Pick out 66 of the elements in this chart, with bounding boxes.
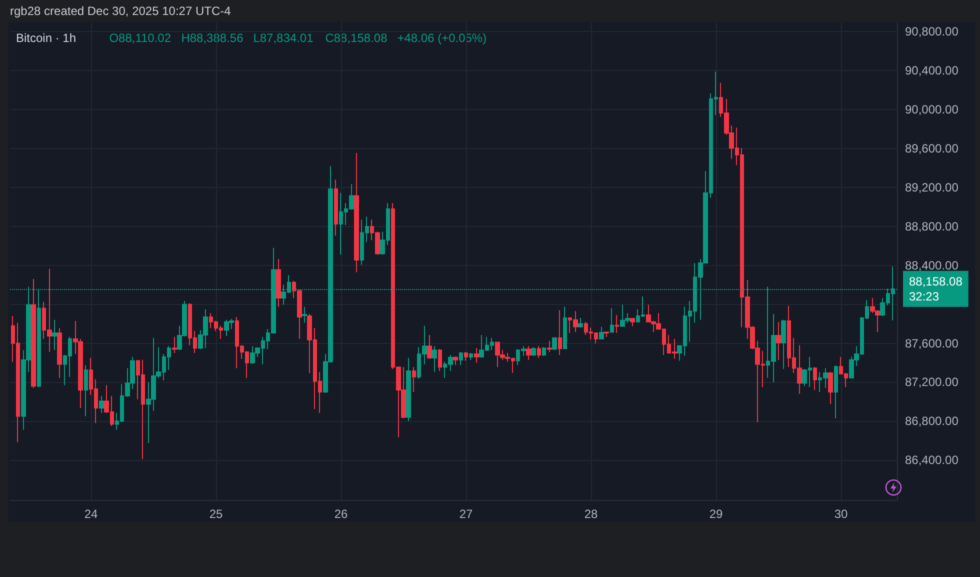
y-tick-label: 87,600.00 (905, 336, 959, 350)
candlestick (354, 152, 359, 273)
y-tick-label: 88,400.00 (905, 258, 959, 272)
candlestick (99, 395, 104, 414)
candlestick (172, 336, 177, 354)
candlestick (578, 317, 583, 328)
x-tick-label: 25 (209, 507, 223, 521)
annotation: C88,158.08 (325, 31, 388, 45)
candlestick (776, 321, 781, 360)
candlestick (406, 357, 411, 422)
candlestick (464, 352, 468, 362)
candlestick (57, 328, 62, 378)
text: Bitcoin · 1h (16, 31, 76, 45)
candlestick (453, 356, 458, 366)
y-tick-label: 86,800.00 (905, 414, 959, 428)
candlestick (427, 334, 432, 360)
y-tick-label: 87,200.00 (905, 375, 959, 390)
annotation: +48.06 (+0.05%) (397, 31, 487, 45)
y-tick-label: 90,000.00 (905, 102, 959, 117)
candlestick (432, 346, 437, 372)
candlestick (31, 278, 36, 389)
y-tick-label: 90,400.00 (905, 64, 959, 78)
ref-line-label: 88,158.08 (909, 274, 963, 288)
y-tick-label: 86,400.00 (905, 453, 959, 468)
annotation: L87,834.01 (253, 31, 314, 45)
candlestick (459, 352, 463, 366)
y-tick-label: 89,200.00 (905, 180, 959, 194)
candlestick (615, 314, 619, 334)
x-tick-label: 27 (459, 507, 473, 521)
candlestick (828, 371, 833, 405)
candlestick (630, 317, 635, 327)
x-tick-label: 28 (584, 507, 598, 521)
candlestick (52, 319, 57, 351)
candlestick (547, 340, 552, 353)
candlestick (558, 310, 562, 356)
annotation: O88,110.02 (109, 31, 172, 45)
candlestick (334, 179, 338, 236)
x-tick-label: 30 (834, 507, 848, 521)
candlestick (552, 336, 557, 351)
chart-subtitle: rgb28 created Dec 30, 2025 10:27 UTC-4 (10, 4, 231, 18)
candlestick (604, 331, 609, 338)
x-tick-label: 29 (709, 507, 723, 521)
candlestick (834, 365, 838, 419)
x-tick-label: 24 (84, 507, 98, 521)
candlestick (781, 319, 786, 370)
candlestick (84, 364, 88, 417)
annotation: H88,388.56 (181, 31, 244, 45)
candlestick (537, 346, 541, 358)
candlestick (610, 308, 614, 334)
candlestick (302, 306, 307, 324)
candlestick (438, 348, 442, 372)
y-tick-label: 89,600.00 (905, 142, 959, 156)
candlestick (813, 366, 817, 390)
candlestick (531, 346, 536, 356)
candlestick (526, 346, 531, 360)
candlestick (412, 366, 416, 392)
text: 32:23 (909, 289, 940, 304)
x-tick-label: 26 (334, 507, 348, 521)
candlestick (563, 306, 567, 350)
candlestick (542, 346, 546, 356)
y-tick-label: 90,800.00 (905, 24, 959, 39)
y-tick-label: 88,800.00 (905, 219, 959, 234)
candlestick (469, 352, 473, 360)
candlestick (599, 326, 604, 340)
candlestick (474, 348, 479, 364)
candlestick (276, 258, 281, 308)
